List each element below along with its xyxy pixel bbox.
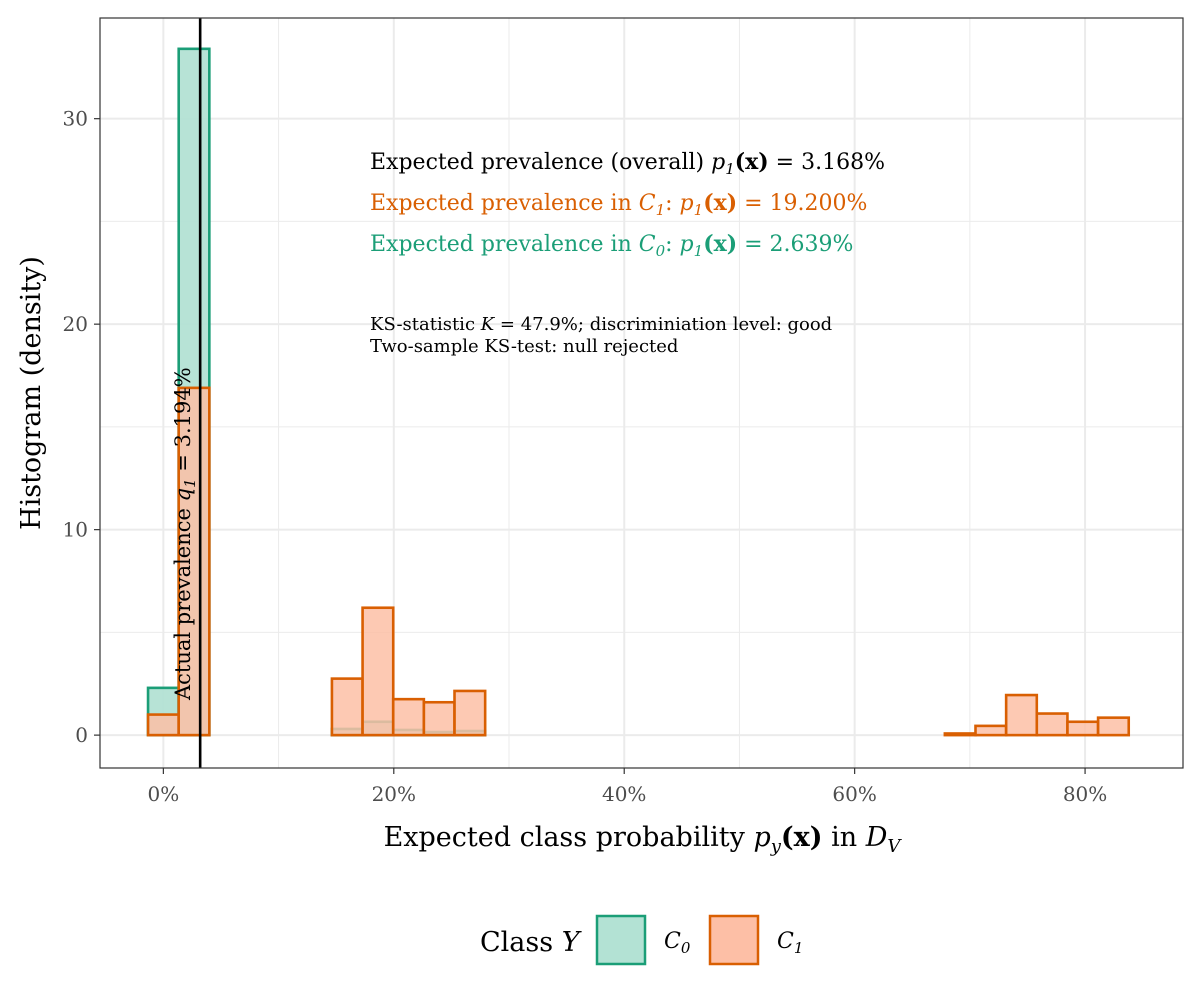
ann-c1-var: p — [680, 191, 694, 216]
histogram-bar-C1 — [330, 677, 364, 737]
ann-c1-sub: 1 — [694, 201, 704, 219]
vline-label: Actual prevalence q1 = 3.194% — [171, 367, 199, 701]
vline-label-sub: 1 — [181, 478, 199, 488]
ks-suffix: = 47.9%; discriminiation level: good — [494, 314, 832, 335]
ann-c0-var: p — [680, 232, 694, 257]
x-axis-title: Expected class probability py(x) in DV — [384, 822, 903, 857]
ann-c0-arg: (x) — [703, 231, 737, 257]
histogram-bar-C1 — [177, 386, 211, 737]
xlabel-x: (x) — [781, 822, 823, 853]
xlabel-prefix: Expected class probability — [384, 822, 754, 853]
x-tick-label: 20% — [372, 782, 416, 806]
legend-c0-label: C — [664, 929, 681, 954]
histogram-bar-C1 — [1066, 720, 1100, 737]
annotations: Expected prevalence (overall) p1(x) = 3.… — [370, 149, 885, 357]
legend-key-c0 — [595, 914, 647, 966]
histogram-bar-C1 — [943, 732, 977, 737]
legend: Class Y C0 C1 — [480, 914, 803, 966]
xlabel-suffix: in — [823, 822, 866, 853]
xlabel-math: p — [753, 822, 770, 853]
histogram-bar-C1 — [974, 724, 1008, 737]
ann-c0-prefix: Expected prevalence in — [370, 232, 639, 257]
legend-title-var: Y — [562, 927, 582, 958]
x-tick-label: 40% — [602, 782, 646, 806]
y-tick-label: 0 — [75, 723, 88, 747]
y-tick-label: 10 — [63, 518, 88, 542]
ann-overall-sub: 1 — [725, 160, 735, 178]
annotation-ks-test: Two-sample KS-test: null rejected — [370, 336, 678, 357]
xlabel-dataset-sub: V — [887, 836, 902, 857]
x-tick-label: 60% — [832, 782, 876, 806]
legend-c0-sub: 0 — [681, 939, 691, 957]
ann-c0-colon: : — [665, 232, 679, 257]
x-tick-label: 0% — [147, 782, 179, 806]
ann-c0-cls-sub: 0 — [656, 242, 666, 260]
histogram-bar-C1 — [391, 697, 426, 737]
panel-border — [99, 17, 1184, 769]
legend-label-c0: C0 — [664, 929, 691, 957]
ks-var: K — [480, 314, 496, 335]
y-axis-title: Histogram (density) — [16, 256, 47, 530]
legend-c1-sub: 1 — [794, 939, 804, 957]
legend-label-c1: C1 — [777, 929, 803, 957]
legend-title: Class Y — [480, 927, 582, 958]
legend-c1-label: C — [777, 929, 794, 954]
histogram-bars — [146, 47, 1131, 737]
ann-c0-cls: C — [639, 232, 656, 257]
xlabel-sub: y — [770, 836, 782, 857]
ann-c1-cls-sub: 1 — [656, 201, 666, 219]
histogram-bar-C1 — [361, 606, 395, 737]
ann-c1-value: = 19.200% — [737, 191, 867, 216]
x-tick-label: 80% — [1063, 782, 1107, 806]
legend-key-c1 — [708, 914, 760, 966]
grid-minor — [100, 18, 1183, 768]
xlabel-dataset: D — [865, 822, 888, 853]
ann-c1-arg: (x) — [703, 190, 737, 216]
y-tick-label: 20 — [63, 312, 88, 336]
vline-label-suffix: = 3.194% — [171, 367, 195, 478]
annotation-c1: Expected prevalence in C1: p1(x) = 19.20… — [370, 190, 867, 219]
ann-c1-cls: C — [639, 191, 656, 216]
annotation-c0: Expected prevalence in C0: p1(x) = 2.639… — [370, 231, 853, 260]
histogram-bar-C1 — [1096, 716, 1131, 737]
ann-c1-colon: : — [665, 191, 679, 216]
y-tick-label: 30 — [63, 107, 88, 131]
annotation-overall: Expected prevalence (overall) p1(x) = 3.… — [370, 149, 885, 178]
y-axis: 0 10 20 30 — [63, 107, 100, 747]
ann-overall-prefix: Expected prevalence (overall) — [370, 150, 711, 175]
histogram-bar-C1 — [453, 689, 487, 737]
histogram-bar-C1 — [422, 700, 456, 737]
ann-c0-value: = 2.639% — [737, 232, 853, 257]
histogram-bar-C1 — [146, 713, 180, 737]
ann-overall-arg: (x) — [735, 149, 769, 175]
histogram-bar-C1 — [1035, 712, 1069, 737]
panel-fill — [100, 18, 1183, 768]
legend-title-prefix: Class — [480, 927, 562, 958]
x-axis: 0% 20% 40% 60% 80% — [147, 768, 1107, 806]
panel-background — [100, 18, 1183, 768]
annotation-ks-statistic: KS-statistic K = 47.9%; discriminiation … — [370, 314, 832, 335]
ann-c1-prefix: Expected prevalence in — [370, 191, 639, 216]
ann-c0-sub: 1 — [694, 242, 704, 260]
vline-label-prefix: Actual prevalence — [171, 501, 195, 701]
ann-overall-value: = 3.168% — [769, 150, 885, 175]
vline-label-var: q — [171, 488, 195, 501]
histogram-bar-C1 — [1004, 693, 1039, 737]
series-C1 — [146, 386, 1131, 737]
ann-overall-var: p — [711, 150, 725, 175]
ks-prefix: KS-statistic — [370, 314, 481, 335]
